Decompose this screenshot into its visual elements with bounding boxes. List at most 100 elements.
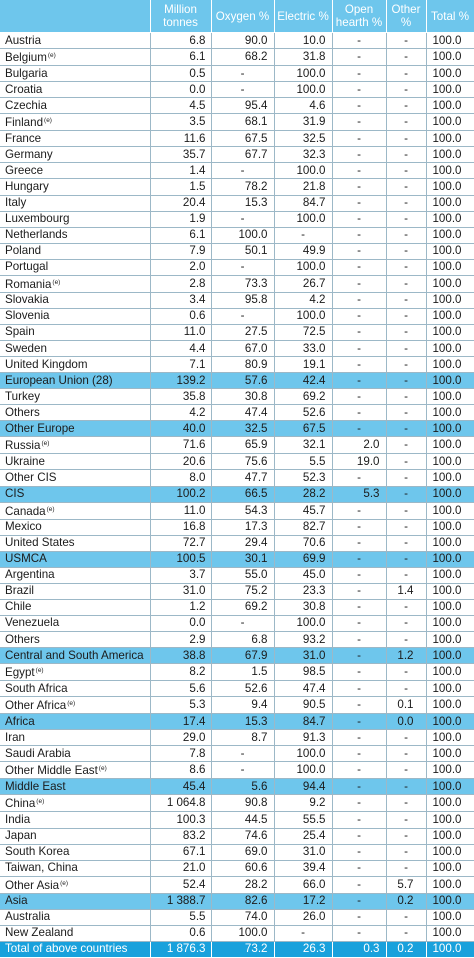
- other-cell: -: [386, 130, 427, 148]
- open-hearth-cell: -: [332, 388, 387, 406]
- electric-cell: 52.6: [274, 404, 333, 422]
- other-cell: -: [386, 227, 427, 244]
- estimate-footnote-marker: (e): [35, 667, 44, 675]
- open-hearth-cell: -: [332, 469, 387, 487]
- total-cell: 100.0: [426, 860, 474, 877]
- other-cell: -: [386, 551, 427, 568]
- total-cell: 100.0: [426, 941, 474, 958]
- region-subtotal-row: Africa 17.4 15.3 84.7-0.0 100.0: [0, 713, 474, 731]
- electric-cell: 21.8: [274, 178, 333, 196]
- oxygen-cell: 78.2: [211, 178, 275, 196]
- open-hearth-cell: -: [332, 844, 387, 861]
- oxygen-cell: 73.2: [211, 941, 275, 958]
- table-row: Russia(e) 71.6 65.9 32.1 2.0-100.0: [0, 436, 474, 455]
- electric-cell: -: [274, 227, 333, 244]
- other-cell: -: [386, 32, 427, 50]
- electric-cell: 17.2: [274, 893, 333, 910]
- total-cell: 100.0: [426, 65, 474, 83]
- total-cell: 100.0: [426, 324, 474, 342]
- open-hearth-cell: -: [332, 195, 387, 212]
- table-row: Slovakia 3.4 95.8 4.2- -100.0: [0, 292, 474, 309]
- other-cell: -: [386, 469, 427, 487]
- country-name-cell: South Africa: [0, 680, 151, 698]
- table-row: Germany 35.7 67.7 32.3- -100.0: [0, 146, 474, 164]
- open-hearth-cell: -: [332, 876, 387, 894]
- country-name-cell: Bulgaria: [0, 65, 151, 83]
- table-row: United Kingdom 7.1 80.9 19.1- -100.0: [0, 356, 474, 374]
- total-cell: 100.0: [426, 195, 474, 212]
- country-name: Bulgaria: [5, 66, 48, 80]
- table-row: Others 2.9 6.8 93.2- -100.0: [0, 631, 474, 649]
- open-hearth-cell: -: [332, 420, 387, 438]
- oxygen-cell: 100.0: [211, 227, 275, 244]
- oxygen-cell: 44.5: [211, 811, 275, 829]
- table-body: Austria 6.8 90.0 10.0- -100.0 Belgium(e) 6.1 68…: [0, 32, 474, 958]
- oxygen-cell: 67.0: [211, 340, 275, 358]
- other-cell: -: [386, 292, 427, 309]
- total-cell: 100.0: [426, 486, 474, 503]
- million-tonnes-cell: 2.9: [150, 631, 212, 649]
- country-name: Africa: [5, 714, 35, 728]
- million-tonnes-cell: 35.7: [150, 146, 212, 164]
- open-hearth-cell: -: [332, 113, 387, 132]
- open-hearth-cell: -: [332, 745, 387, 763]
- million-tonnes-cell: 11.0: [150, 502, 212, 520]
- open-hearth-cell: -: [332, 81, 387, 99]
- country-name-cell: Austria: [0, 32, 151, 50]
- table-row: Brazil 31.0 75.2 23.3-1.4 100.0: [0, 583, 474, 600]
- country-name: United States: [5, 536, 75, 550]
- oxygen-cell: 28.2: [211, 876, 275, 894]
- country-name-cell: Croatia: [0, 81, 151, 99]
- country-name: Australia: [5, 910, 51, 924]
- country-name: South Korea: [5, 845, 70, 859]
- country-name-cell: Poland: [0, 243, 151, 260]
- other-cell: -: [386, 178, 427, 196]
- open-hearth-cell: -: [332, 909, 387, 926]
- total-cell: 100.0: [426, 292, 474, 309]
- total-cell: 100.0: [426, 502, 474, 520]
- electric-cell: 93.2: [274, 631, 333, 649]
- other-cell: -: [386, 65, 427, 83]
- country-name-cell: Turkey: [0, 388, 151, 406]
- open-hearth-cell: -: [332, 48, 387, 67]
- table-row: United States 72.7 29.4 70.6- -100.0: [0, 535, 474, 552]
- other-cell: -: [386, 811, 427, 829]
- open-hearth-cell: -: [332, 308, 387, 325]
- oxygen-cell: 27.5: [211, 324, 275, 342]
- other-cell: -: [386, 113, 427, 132]
- open-hearth-cell: -: [332, 647, 387, 665]
- country-name: China: [5, 797, 36, 811]
- electric-cell: 66.0: [274, 876, 333, 894]
- total-cell: 100.0: [426, 663, 474, 682]
- oxygen-cell: 52.6: [211, 680, 275, 698]
- table-row: Italy 20.4 15.3 84.7- -100.0: [0, 195, 474, 212]
- electric-cell: 100.0: [274, 615, 333, 633]
- open-hearth-cell: -: [332, 535, 387, 552]
- oxygen-cell: -: [211, 615, 275, 633]
- other-cell: -: [386, 519, 427, 536]
- total-cell: 100.0: [426, 876, 474, 894]
- country-name-cell: Africa: [0, 713, 151, 731]
- other-cell: -: [386, 420, 427, 438]
- electric-cell: 4.2: [274, 292, 333, 309]
- open-hearth-cell: -: [332, 356, 387, 374]
- million-tonnes-cell: 1.9: [150, 211, 212, 228]
- open-hearth-cell: -: [332, 860, 387, 877]
- million-tonnes-cell: 21.0: [150, 860, 212, 877]
- total-cell: 100.0: [426, 48, 474, 67]
- oxygen-cell: -: [211, 81, 275, 99]
- total-cell: 100.0: [426, 420, 474, 438]
- table-row: Chile 1.2 69.2 30.8- -100.0: [0, 599, 474, 616]
- million-tonnes-cell: 2.8: [150, 275, 212, 293]
- table-header: Million tonnes Oxygen % Electric % Open …: [0, 0, 474, 33]
- million-tonnes-cell: 6.1: [150, 227, 212, 244]
- open-hearth-cell: -: [332, 519, 387, 536]
- electric-cell: 72.5: [274, 324, 333, 342]
- million-tonnes-cell: 5.3: [150, 696, 212, 715]
- electric-cell: 47.4: [274, 680, 333, 698]
- electric-cell: 26.7: [274, 275, 333, 293]
- total-cell: 100.0: [426, 243, 474, 260]
- electric-cell: 4.6: [274, 97, 333, 115]
- electric-cell: 52.3: [274, 469, 333, 487]
- region-subtotal-row: Other Europe 40.0 32.5 67.5- -100.0: [0, 420, 474, 438]
